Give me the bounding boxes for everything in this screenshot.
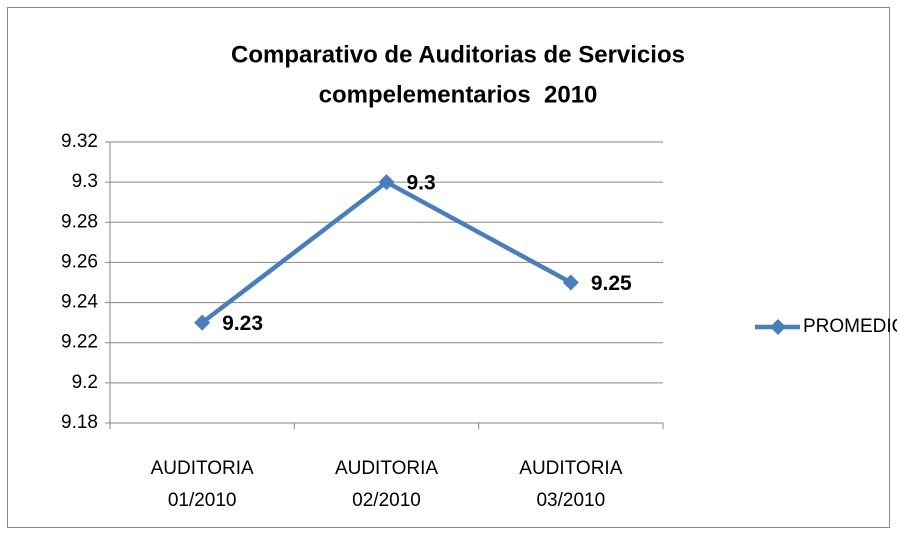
- data-label: 9.23: [222, 312, 263, 335]
- legend-label: PROMEDIO: [803, 316, 897, 337]
- x-tick-label: AUDITORIA 02/2010: [335, 458, 438, 511]
- marker: [562, 274, 579, 291]
- chart-border: [7, 7, 890, 528]
- data-label: 9.25: [591, 272, 632, 295]
- marker: [194, 314, 211, 331]
- x-tick-label: AUDITORIA 01/2010: [151, 458, 254, 511]
- marker: [378, 174, 395, 191]
- x-tick-label: AUDITORIA 03/2010: [519, 458, 622, 511]
- y-tick-label: 9.22: [61, 332, 98, 353]
- data-label: 9.3: [407, 172, 436, 195]
- legend-marker: [770, 319, 786, 335]
- y-tick-label: 9.18: [61, 412, 98, 433]
- y-tick-label: 9.24: [61, 292, 98, 313]
- chart-title: compelementarios 2010: [319, 81, 598, 108]
- y-tick-label: 9.3: [72, 171, 98, 192]
- y-tick-label: 9.26: [61, 251, 98, 272]
- y-tick-label: 9.28: [61, 211, 98, 232]
- chart-title: Comparativo de Auditorias de Servicios: [231, 41, 685, 68]
- y-tick-label: 9.32: [61, 131, 98, 152]
- y-tick-label: 9.2: [72, 372, 98, 393]
